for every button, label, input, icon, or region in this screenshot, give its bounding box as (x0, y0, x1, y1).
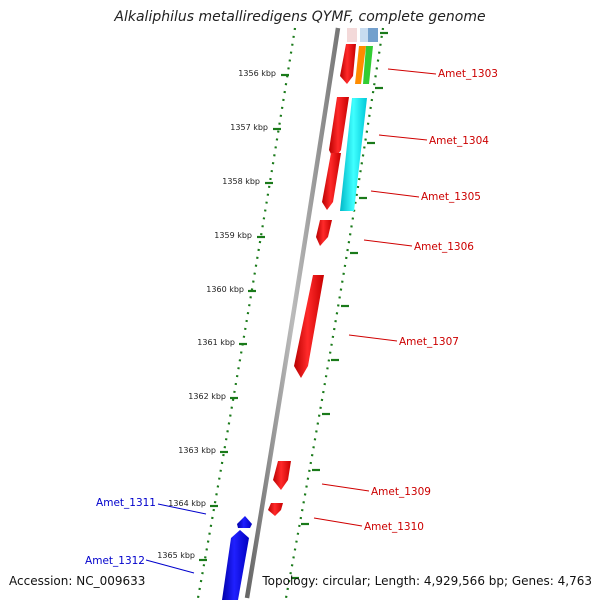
gene-label-amet-1307[interactable]: Amet_1307 (399, 336, 459, 348)
accession-label: Accession: NC_009633 (9, 574, 146, 588)
top-feature-lightblue (360, 28, 368, 42)
scale-labels: 1356 kbp 1357 kbp 1358 kbp 1359 kbp 1360… (157, 69, 276, 560)
scale-label: 1358 kbp (222, 177, 260, 186)
leader-line (157, 503, 207, 515)
leader-line (370, 190, 420, 198)
leader-line (145, 559, 195, 574)
gene-amet-1310[interactable] (268, 503, 283, 516)
genome-backbone (244, 27, 341, 599)
gene-amet-1303[interactable] (340, 44, 356, 84)
gene-label-amet-1305[interactable]: Amet_1305 (421, 191, 481, 203)
gene-amet-1304[interactable] (329, 97, 349, 160)
gene-label-amet-1306[interactable]: Amet_1306 (414, 241, 474, 253)
scale-label: 1363 kbp (178, 446, 216, 455)
top-feature-pale (347, 28, 357, 42)
gene-label-amet-1310[interactable]: Amet_1310 (364, 521, 424, 533)
gene-label-amet-1304[interactable]: Amet_1304 (429, 135, 489, 147)
gene-amet-1305[interactable] (322, 153, 341, 210)
scale-ticks (199, 31, 388, 580)
gene-amet-1309[interactable] (273, 461, 291, 490)
gene-amet-1307[interactable] (294, 275, 324, 378)
outer-dotted-ring (284, 27, 385, 599)
gene-amet-1311[interactable] (237, 516, 252, 528)
scale-label: 1364 kbp (168, 499, 206, 508)
gene-leader-lines (145, 68, 437, 574)
scale-label: 1365 kbp (157, 551, 195, 560)
map-title: Alkaliphilus metalliredigens QYMF, compl… (114, 9, 486, 25)
feature-green (363, 46, 373, 84)
gene-label-amet-1303[interactable]: Amet_1303 (438, 68, 498, 80)
top-feature-blue (366, 28, 378, 42)
scale-label: 1356 kbp (238, 69, 276, 78)
scale-label: 1359 kbp (214, 231, 252, 240)
inner-dotted-ring (196, 27, 297, 599)
topology-label: Topology: circular; Length: 4,929,566 bp… (262, 574, 592, 588)
feature-orange (355, 46, 366, 84)
leader-line (363, 239, 413, 247)
scale-label: 1357 kbp (230, 123, 268, 132)
leader-line (348, 334, 398, 342)
gene-label-amet-1309[interactable]: Amet_1309 (371, 486, 431, 498)
gene-label-amet-1312[interactable]: Amet_1312 (85, 555, 145, 567)
leader-line (387, 68, 437, 75)
scale-label: 1360 kbp (206, 285, 244, 294)
gene-amet-1306[interactable] (316, 220, 332, 246)
scale-label: 1361 kbp (197, 338, 235, 347)
leader-line (313, 517, 363, 527)
scale-label: 1362 kbp (188, 392, 226, 401)
gene-labels: Amet_1303 Amet_1304 Amet_1305 Amet_1306 … (85, 68, 498, 567)
gene-label-amet-1311[interactable]: Amet_1311 (96, 497, 156, 509)
feature-cyan (340, 98, 367, 211)
gene-amet-1312[interactable] (222, 530, 249, 600)
leader-line (321, 483, 370, 492)
leader-line (378, 134, 428, 141)
